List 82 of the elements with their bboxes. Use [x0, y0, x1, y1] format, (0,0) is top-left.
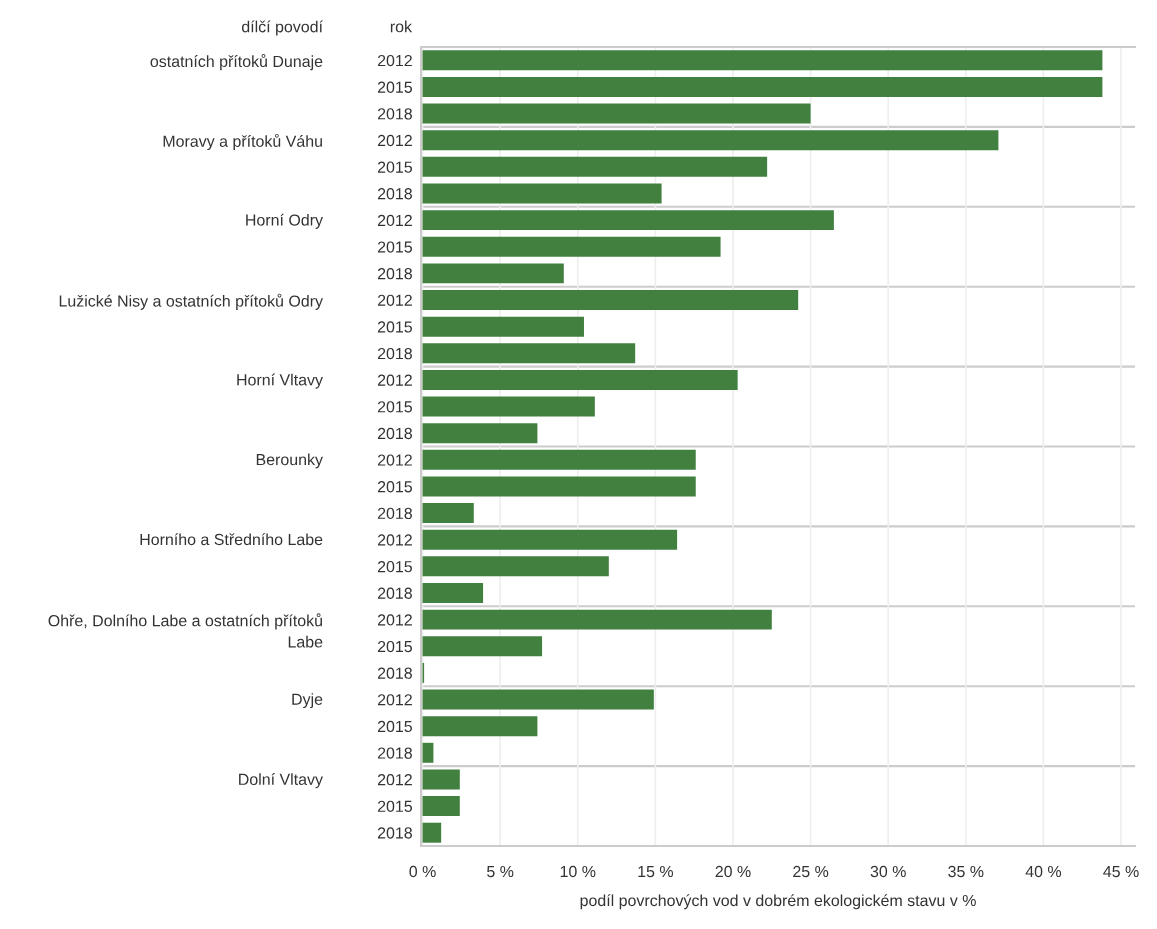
y-tick-label: 2015: [377, 800, 412, 812]
text: Horního a Středního Labe: [140, 533, 323, 546]
bar: [422, 769, 460, 790]
text: Dyje: [292, 693, 323, 709]
bar: [422, 130, 999, 151]
bar: [422, 449, 696, 470]
y-tick-label: 2018: [377, 347, 412, 360]
text: Horní Vltavy: [237, 373, 323, 389]
y-tick-label: 2015: [377, 401, 412, 413]
bar: [422, 583, 484, 603]
y-tick-label: 2018: [377, 587, 412, 599]
bar: [422, 76, 1103, 97]
x-tick-label: 20 %: [715, 865, 751, 878]
text: Moravy a přítoků Váhu: [163, 133, 322, 151]
y-tick-label: 2012: [377, 774, 412, 786]
bar: [422, 556, 609, 577]
text: Horní Odry: [246, 213, 323, 229]
y-tick-label: 2015: [377, 321, 412, 333]
bar: [422, 796, 460, 817]
text: Ohře, Dolního Labe a ostatních přítoků Labe: [48, 613, 323, 648]
y-tick-label: 2012: [377, 534, 412, 546]
y-tick-label: 2012: [377, 54, 412, 67]
y-tick-label: 2012: [377, 374, 412, 386]
bar: [422, 290, 799, 310]
bar: [422, 609, 772, 630]
x-tick-label: 25 %: [793, 865, 829, 878]
bar: [422, 636, 543, 657]
bar: [422, 343, 636, 364]
bar: [422, 263, 564, 284]
y-tick-label: 2012: [377, 214, 412, 227]
x-tick-label: 15 %: [638, 865, 674, 878]
y-tick-label: 2012: [377, 694, 412, 706]
bar: [422, 369, 738, 390]
y-tick-label: 2015: [377, 481, 412, 493]
y-tick-label: 2018: [377, 827, 412, 839]
bar: [422, 396, 595, 417]
bar: [422, 716, 538, 737]
x-tick-label: 40 %: [1025, 865, 1062, 878]
text: ostatních přítoků Dunaje: [150, 54, 323, 71]
y-tick-label: 2012: [377, 454, 412, 466]
y-tick-label: 2012: [377, 614, 412, 626]
y-tick-label: 2018: [377, 108, 412, 120]
bar: [422, 529, 678, 550]
bar: [422, 103, 811, 124]
text: dílčí povodí: [241, 20, 323, 36]
x-tick-label: 5 %: [487, 865, 514, 878]
bar: [422, 156, 768, 177]
x-tick-label: 45 %: [1103, 865, 1139, 878]
y-tick-label: 2018: [377, 188, 412, 200]
bar: [422, 50, 1103, 71]
x-tick-label: 0 %: [409, 865, 436, 878]
bar: [422, 236, 721, 257]
y-tick-label: 2012: [377, 294, 412, 306]
text: rok: [390, 20, 413, 33]
y-tick-label: 2018: [377, 667, 412, 679]
y-tick-label: 2015: [377, 560, 412, 573]
y-tick-label: 2012: [377, 134, 412, 147]
y-tick-label: 2018: [377, 268, 412, 280]
text: Berounky: [256, 453, 323, 469]
y-tick-label: 2018: [377, 427, 412, 440]
bar: [422, 476, 696, 497]
x-axis-title: podíl povrchových vod v dobrém ekologickém stavu v %: [580, 894, 976, 910]
text: Lužické Nisy a ostatních přítoků Odry: [59, 293, 323, 310]
bar: [422, 689, 654, 710]
x-tick-label: 30 %: [870, 865, 906, 878]
bar: [422, 503, 474, 524]
y-tick-label: 2015: [377, 81, 412, 93]
y-tick-label: 2018: [377, 507, 412, 520]
y-tick-label: 2015: [377, 241, 412, 253]
y-tick-label: 2015: [377, 720, 412, 733]
x-tick-label: 35 %: [948, 865, 984, 878]
x-tick-label: 10 %: [560, 865, 596, 878]
bar: [422, 423, 538, 444]
bar: [422, 210, 834, 231]
bar: [422, 183, 662, 204]
bar: [422, 742, 434, 763]
bar: [422, 822, 442, 843]
bar: [422, 316, 584, 337]
y-tick-label: 2015: [377, 161, 412, 173]
y-tick-label: 2015: [377, 640, 412, 653]
y-tick-label: 2018: [377, 747, 412, 759]
text: Dolní Vltavy: [239, 773, 323, 789]
